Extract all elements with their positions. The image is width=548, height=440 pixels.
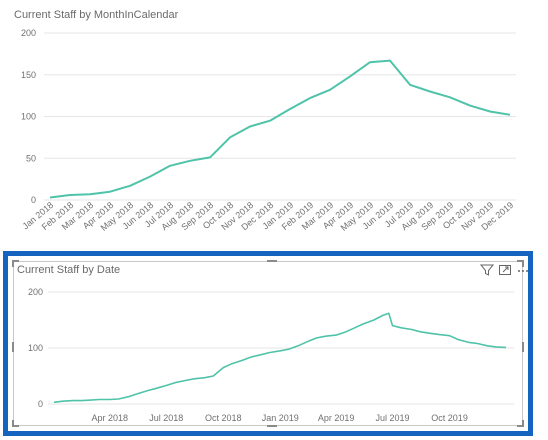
y-tick-label: 0 — [38, 399, 43, 409]
x-tick-label: Oct 2019 — [431, 413, 468, 423]
focus-mode-icon[interactable] — [498, 263, 514, 277]
y-tick-label: 50 — [26, 153, 36, 163]
x-tick-label: Jul 2019 — [376, 413, 410, 423]
resize-handle-top-right-vertical[interactable] — [522, 260, 524, 267]
y-tick-label: 0 — [31, 195, 36, 205]
series-line — [53, 312, 507, 404]
x-tick-label: Apr 2018 — [92, 413, 129, 423]
x-tick-label: Jan 2019 — [262, 413, 299, 423]
filter-icon[interactable] — [479, 263, 496, 277]
x-tick-label: Oct 2018 — [205, 413, 242, 423]
resize-handle-bottom-left-vertical[interactable] — [12, 420, 14, 427]
x-tick-label: Jul 2018 — [149, 413, 183, 423]
resize-handle-top-left[interactable] — [12, 260, 19, 262]
resize-handle-bottom[interactable] — [267, 425, 277, 427]
resize-handle-bottom-left[interactable] — [12, 425, 19, 427]
y-tick-label: 200 — [21, 28, 36, 38]
y-tick-label: 200 — [28, 287, 43, 297]
chart-title: Current Staff by MonthInCalendar — [14, 9, 179, 21]
y-tick-label: 150 — [21, 70, 36, 80]
resize-handle-top-left-vertical[interactable] — [12, 260, 14, 267]
visual-frame: Current Staff by Date 0 100 200 Apr 2018 Jul… — [12, 260, 528, 427]
resize-handle-right[interactable] — [522, 342, 524, 352]
series-line — [49, 59, 511, 199]
resize-handle-bottom-right-vertical[interactable] — [522, 420, 524, 427]
line-chart-by-date[interactable]: Current Staff by Date 0 100 200 Apr 2018 Jul… — [3, 251, 533, 436]
more-options-icon[interactable] — [516, 263, 532, 277]
x-tick-label: Apr 2019 — [318, 413, 355, 423]
y-tick-label: 100 — [28, 343, 43, 353]
resize-handle-left[interactable] — [12, 342, 14, 352]
resize-handle-top[interactable] — [267, 260, 277, 262]
resize-handle-bottom-right[interactable] — [517, 425, 524, 427]
chart-title: Current Staff by Date — [17, 264, 121, 276]
resize-handle-top-right[interactable] — [517, 260, 524, 262]
chart-plot: 0 100 200 Apr 2018 Jul 2018 Oct 2018 Jan 2019 A… — [28, 287, 514, 423]
line-chart-by-month[interactable]: Current Staff by MonthInCalendar 0 50 100 1… — [0, 0, 548, 233]
y-tick-label: 100 — [21, 112, 36, 122]
